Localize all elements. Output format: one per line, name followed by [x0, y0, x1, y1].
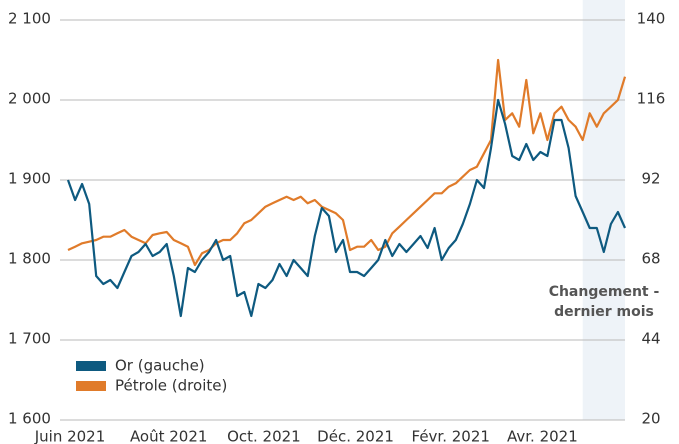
- y2-tick-label: 68: [641, 250, 660, 268]
- y-tick-label: 1 700: [8, 330, 51, 348]
- y-tick-label: 2 100: [8, 10, 51, 28]
- legend-swatch: [76, 381, 106, 391]
- series-line: [67, 58, 627, 267]
- y2-tick-label: 44: [641, 330, 660, 348]
- x-tick-label: Juin 2021: [34, 428, 106, 444]
- x-tick-label: Oct. 2021: [227, 428, 301, 444]
- y-tick-label: 1 800: [8, 250, 51, 268]
- annotation: Changement -: [549, 284, 660, 300]
- y-tick-label: 1 600: [8, 410, 51, 428]
- y-tick-label: 2 000: [8, 90, 51, 108]
- x-tick-label: Févr. 2021: [412, 428, 490, 444]
- legend-label: Pétrole (droite): [115, 377, 227, 395]
- series-line: [66, 98, 627, 318]
- legend-swatch: [76, 361, 106, 371]
- x-tick-label: Août 2021: [130, 428, 208, 444]
- legend-label: Or (gauche): [115, 357, 205, 375]
- y2-tick-label: 140: [637, 10, 666, 28]
- y-tick-label: 1 900: [8, 170, 51, 188]
- annotation: dernier mois: [554, 304, 654, 320]
- y2-tick-label: 116: [637, 90, 666, 108]
- y2-tick-label: 92: [641, 170, 660, 188]
- highlight-band: [582, 0, 625, 420]
- x-tick-label: Déc. 2021: [317, 428, 394, 444]
- y2-tick-label: 20: [641, 410, 660, 428]
- x-tick-label: Avr. 2021: [507, 428, 578, 444]
